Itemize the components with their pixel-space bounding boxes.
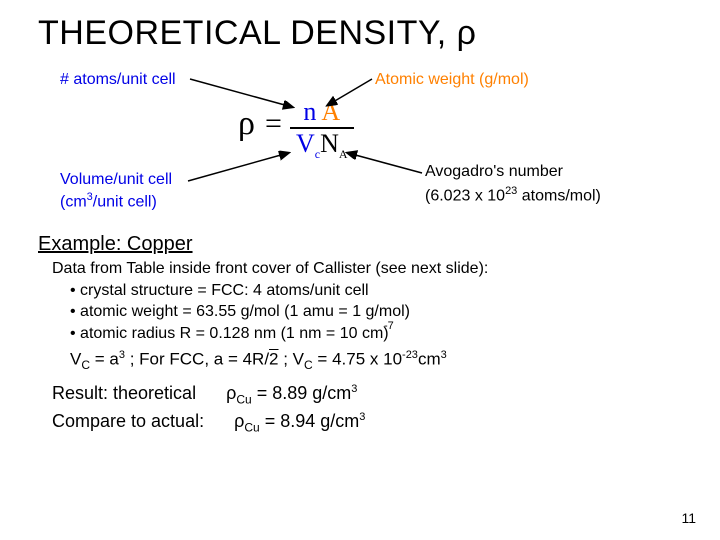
result-line-2: Compare to actual: ρCu = 8.94 g/cm3 <box>52 408 720 437</box>
vc-line: VC = a3 ; For FCC, a = 4R/2 ; VC = 4.75 … <box>0 344 720 373</box>
arrows-svg <box>0 53 720 233</box>
result-block: Result: theoretical ρCu = 8.89 g/cm3 Com… <box>52 380 720 437</box>
bullet-3: • atomic radius R = 0.128 nm (1 nm = 10 … <box>52 323 720 345</box>
page-number: 11 <box>681 510 696 526</box>
bullet-1: • crystal structure = FCC: 4 atoms/unit … <box>52 280 720 302</box>
example-body: Data from Table inside front cover of Ca… <box>0 256 720 344</box>
result-line-1: Result: theoretical ρCu = 8.89 g/cm3 <box>52 380 720 409</box>
data-line: Data from Table inside front cover of Ca… <box>52 258 720 280</box>
page-title: THEORETICAL DENSITY, ρ <box>0 0 720 53</box>
bullet-3-exp: -7 <box>384 319 394 334</box>
example-heading: Example: Copper <box>0 233 720 256</box>
formula-diagram: # atoms/unit cell Atomic weight (g/mol) … <box>0 53 720 233</box>
